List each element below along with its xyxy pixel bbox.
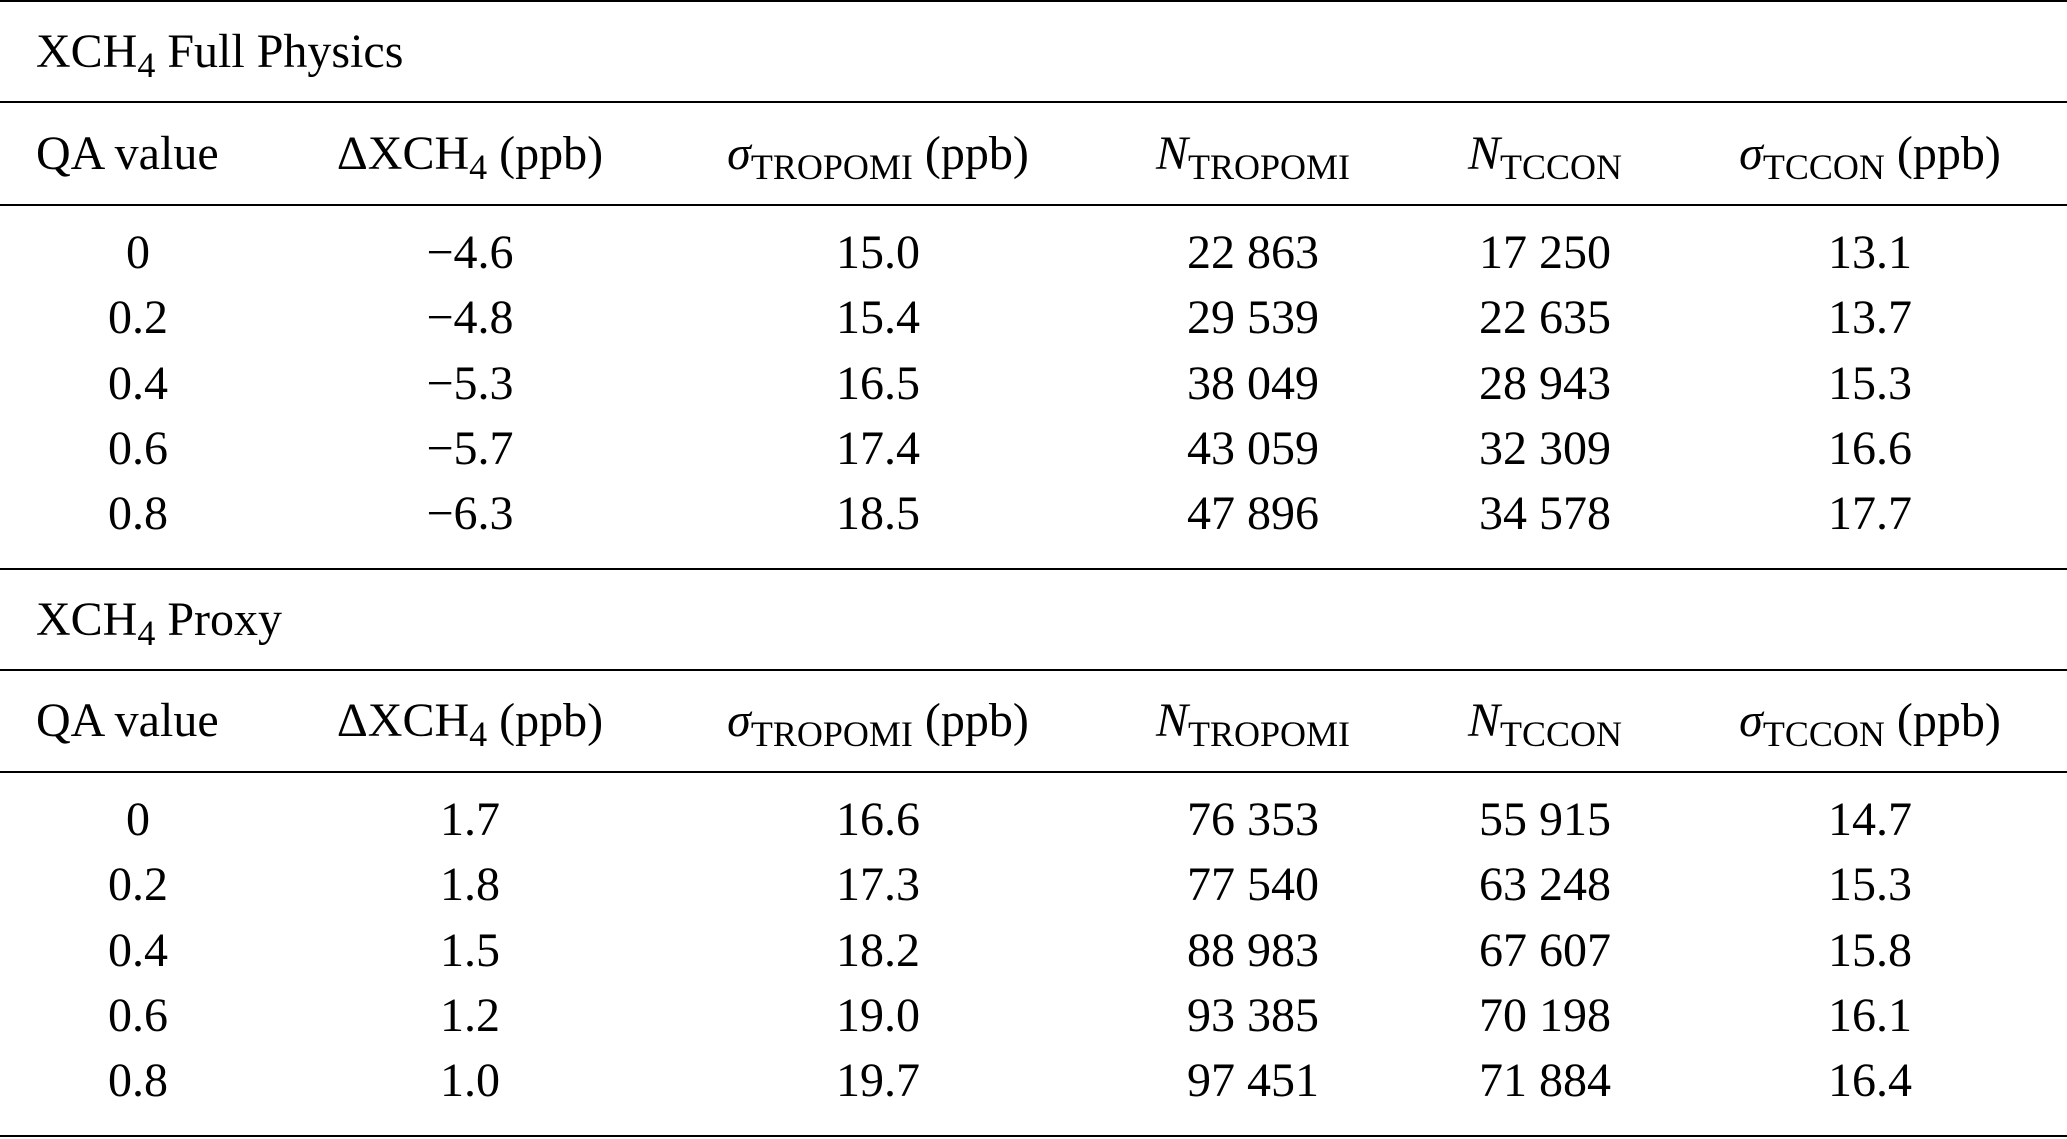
- cell-n-tropomi: 77 540: [1187, 858, 1319, 911]
- cell-delta: −4.8: [426, 291, 514, 344]
- cell-n-tccon: 17 250: [1479, 226, 1611, 279]
- cell-sigma-tropomi: 18.2: [836, 924, 920, 977]
- cell-sigma-tccon: 16.4: [1828, 1054, 1912, 1107]
- cell-qa: 0.6: [108, 422, 168, 475]
- cell-n-tccon: 32 309: [1479, 422, 1611, 475]
- cell-sigma-tccon: 16.6: [1828, 422, 1912, 475]
- cell-sigma-tccon: 15.8: [1828, 924, 1912, 977]
- header-sigma-tropomi: σTROPOMI (ppb): [727, 694, 1029, 754]
- cell-sigma-tccon: 13.7: [1828, 291, 1912, 344]
- cell-n-tropomi: 76 353: [1187, 793, 1319, 846]
- header-delta-xch4: ΔXCH4 (ppb): [336, 127, 604, 187]
- cell-delta: −4.6: [426, 226, 514, 279]
- cell-delta: −5.7: [426, 422, 514, 475]
- header-sigma-tropomi: σTROPOMI (ppb): [727, 127, 1029, 187]
- section-title-proxy: XCH4 Proxy: [36, 593, 283, 653]
- cell-qa: 0.2: [108, 858, 168, 911]
- cell-n-tropomi: 93 385: [1187, 989, 1319, 1042]
- header-qa-value: QA value: [36, 694, 219, 747]
- top-rule: [0, 0, 2067, 2]
- header-n-tccon: NTCCON: [1467, 127, 1623, 187]
- cell-sigma-tropomi: 15.0: [836, 226, 920, 279]
- cell-n-tropomi: 29 539: [1187, 291, 1319, 344]
- header-delta-xch4: ΔXCH4 (ppb): [336, 694, 604, 754]
- section-rule: [0, 669, 2067, 671]
- cell-sigma-tropomi: 17.3: [836, 858, 920, 911]
- cell-sigma-tropomi: 17.4: [836, 422, 920, 475]
- cell-sigma-tropomi: 15.4: [836, 291, 920, 344]
- header-qa-value: QA value: [36, 127, 219, 180]
- cell-n-tccon: 70 198: [1479, 989, 1611, 1042]
- cell-n-tropomi: 43 059: [1187, 422, 1319, 475]
- section-divider-rule: [0, 568, 2067, 570]
- header-n-tccon: NTCCON: [1467, 694, 1623, 754]
- cell-sigma-tropomi: 16.5: [836, 357, 920, 410]
- cell-delta: 1.2: [440, 989, 500, 1042]
- section-title-full-physics: XCH4 Full Physics: [36, 25, 404, 85]
- header-n-tropomi: NTROPOMI: [1155, 694, 1351, 754]
- header-sigma-tccon: σTCCON (ppb): [1739, 127, 2001, 187]
- cell-n-tropomi: 88 983: [1187, 924, 1319, 977]
- cell-sigma-tccon: 16.1: [1828, 989, 1912, 1042]
- cell-delta: 1.8: [440, 858, 500, 911]
- cell-qa: 0: [126, 226, 150, 279]
- cell-n-tropomi: 38 049: [1187, 357, 1319, 410]
- bottom-rule: [0, 1135, 2067, 1137]
- cell-sigma-tccon: 15.3: [1828, 858, 1912, 911]
- cell-n-tccon: 34 578: [1479, 487, 1611, 540]
- header-rule: [0, 204, 2067, 206]
- cell-delta: −6.3: [426, 487, 514, 540]
- cell-n-tccon: 28 943: [1479, 357, 1611, 410]
- section-rule: [0, 101, 2067, 103]
- cell-qa: 0.2: [108, 291, 168, 344]
- cell-sigma-tropomi: 19.7: [836, 1054, 920, 1107]
- cell-n-tccon: 67 607: [1479, 924, 1611, 977]
- cell-qa: 0.8: [108, 1054, 168, 1107]
- cell-n-tropomi: 97 451: [1187, 1054, 1319, 1107]
- cell-n-tccon: 22 635: [1479, 291, 1611, 344]
- cell-delta: −5.3: [426, 357, 514, 410]
- cell-sigma-tropomi: 18.5: [836, 487, 920, 540]
- cell-sigma-tropomi: 19.0: [836, 989, 920, 1042]
- cell-delta: 1.7: [440, 793, 500, 846]
- header-n-tropomi: NTROPOMI: [1155, 127, 1351, 187]
- cell-n-tropomi: 47 896: [1187, 487, 1319, 540]
- cell-sigma-tccon: 13.1: [1828, 226, 1912, 279]
- cell-qa: 0.4: [108, 924, 168, 977]
- cell-sigma-tccon: 15.3: [1828, 357, 1912, 410]
- cell-qa: 0.6: [108, 989, 168, 1042]
- cell-qa: 0: [126, 793, 150, 846]
- cell-n-tropomi: 22 863: [1187, 226, 1319, 279]
- cell-sigma-tropomi: 16.6: [836, 793, 920, 846]
- cell-delta: 1.5: [440, 924, 500, 977]
- cell-qa: 0.4: [108, 357, 168, 410]
- header-sigma-tccon: σTCCON (ppb): [1739, 694, 2001, 754]
- cell-n-tccon: 55 915: [1479, 793, 1611, 846]
- cell-sigma-tccon: 17.7: [1828, 487, 1912, 540]
- cell-sigma-tccon: 14.7: [1828, 793, 1912, 846]
- header-rule: [0, 771, 2067, 773]
- cell-n-tccon: 71 884: [1479, 1054, 1611, 1107]
- cell-n-tccon: 63 248: [1479, 858, 1611, 911]
- cell-qa: 0.8: [108, 487, 168, 540]
- cell-delta: 1.0: [440, 1054, 500, 1107]
